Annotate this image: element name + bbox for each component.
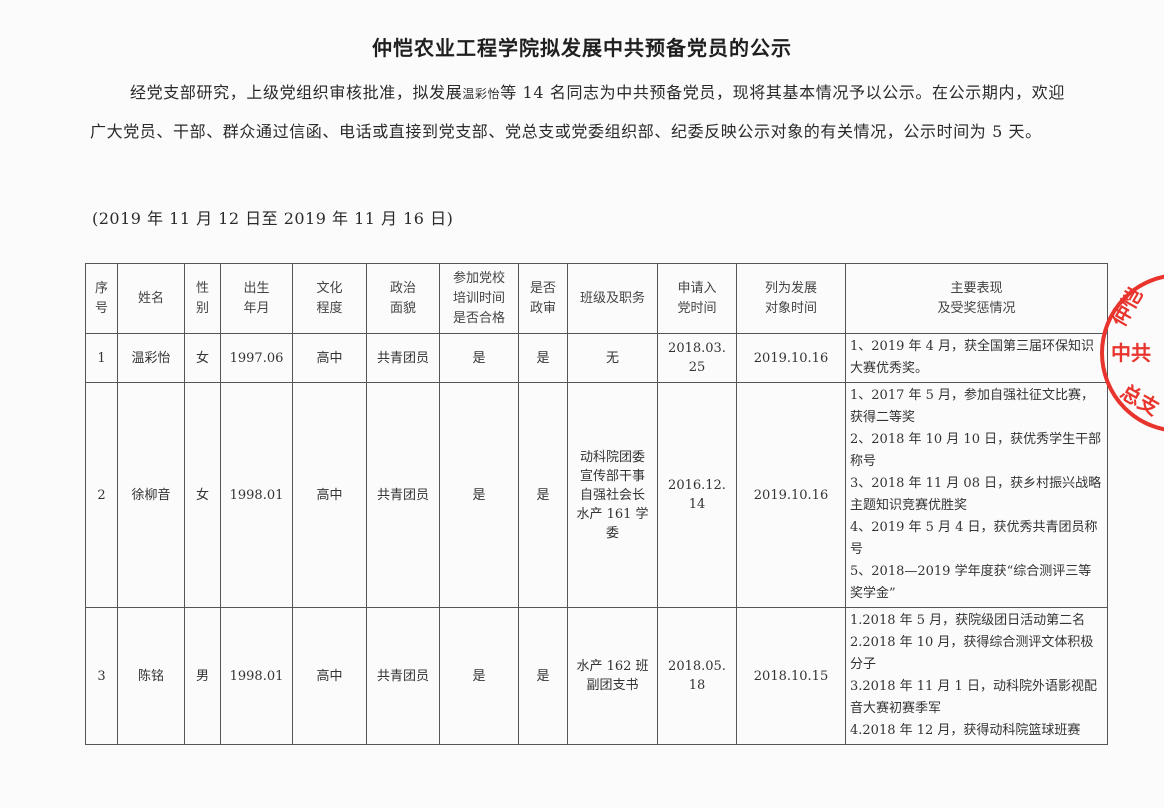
header-political: 政治 面貌	[366, 263, 440, 334]
cell-no: 2	[85, 382, 118, 608]
cell-apply-date: 2018.05. 18	[657, 607, 737, 745]
cell-training: 是	[439, 607, 519, 745]
header-birth: 出生 年月	[220, 263, 293, 334]
cell-awards: 1.2018 年 5 月，获院级团日活动第二名 2.2018 年 10 月，获得…	[845, 607, 1108, 745]
seal-ring	[1100, 274, 1164, 432]
cell-apply-date: 2018.03. 25	[657, 333, 737, 383]
official-seal: 仲恺 中共 总支	[1100, 274, 1164, 432]
cell-birth: 1998.01	[220, 382, 293, 608]
cell-apply-date: 2016.12. 14	[657, 382, 737, 608]
cell-training: 是	[439, 382, 519, 608]
cell-awards: 1、2017 年 5 月，参加自强社征文比赛，获得二等奖 2、2018 年 10…	[845, 382, 1108, 608]
svg-text:中共: 中共	[1111, 341, 1151, 365]
cell-name: 温彩怡	[117, 333, 185, 383]
header-name: 姓名	[117, 263, 185, 334]
cell-name: 陈铭	[117, 607, 185, 745]
cell-review: 是	[518, 607, 568, 745]
header-candidate-date: 列为发展 对象时间	[736, 263, 846, 334]
cell-education: 高中	[292, 607, 367, 745]
cell-position: 水产 162 班 副团支书	[567, 607, 658, 745]
table-row: 3 陈铭 男 1998.01 高中 共青团员 是 是 水产 162 班 副团支书…	[85, 607, 1108, 745]
header-apply-date: 申请入 党时间	[657, 263, 737, 334]
cell-training: 是	[439, 333, 519, 383]
table-row: 1 温彩怡 女 1997.06 高中 共青团员 是 是 无 2018.03. 2…	[85, 333, 1108, 383]
page-title: 仲恺农业工程学院拟发展中共预备党员的公示	[372, 36, 792, 60]
cell-candidate-date: 2019.10.16	[736, 382, 846, 608]
cell-education: 高中	[292, 333, 367, 383]
cell-candidate-date: 2018.10.15	[736, 607, 846, 745]
header-review: 是否 政审	[518, 263, 568, 334]
intro-paragraph: 经党支部研究，上级党组织审核批准，拟发展温彩怡等 14 名同志为中共预备党员，现…	[90, 74, 1065, 150]
table-row: 2 徐柳音 女 1998.01 高中 共青团员 是 是 动科院团委 宣传部干事 …	[85, 382, 1108, 608]
cell-gender: 女	[184, 382, 221, 608]
intro-after: 等 14 名同志为中共预备党员，现将其基本情况予以公示。在公示期内，欢迎广大党员…	[90, 83, 1065, 141]
header-awards: 主要表现 及受奖惩情况	[845, 263, 1108, 334]
intro-before: 经党支部研究，上级党组织审核批准，拟发展	[130, 83, 463, 102]
cell-political: 共青团员	[366, 607, 440, 745]
cell-education: 高中	[292, 382, 367, 608]
cell-political: 共青团员	[366, 382, 440, 608]
header-position: 班级及职务	[567, 263, 658, 334]
header-training: 参加党校 培训时间 是否合格	[439, 263, 519, 334]
cell-gender: 男	[184, 607, 221, 745]
cell-candidate-date: 2019.10.16	[736, 333, 846, 383]
cell-birth: 1997.06	[220, 333, 293, 383]
cell-name: 徐柳音	[117, 382, 185, 608]
cell-gender: 女	[184, 333, 221, 383]
svg-text:仲恺: 仲恺	[1107, 284, 1148, 331]
cell-no: 3	[85, 607, 118, 745]
candidates-table: 序 号 姓名 性 别 出生 年月 文化 程度 政治 面貌 参加党校 培训时间 是…	[85, 263, 1108, 745]
seal-text: 仲恺 中共 总支	[1107, 284, 1164, 421]
cell-review: 是	[518, 333, 568, 383]
header-gender: 性 别	[184, 263, 221, 334]
intro-name: 温彩怡	[462, 87, 501, 101]
header-no: 序 号	[85, 263, 118, 334]
svg-text:总支: 总支	[1117, 380, 1164, 421]
publicity-period: (2019 年 11 月 12 日至 2019 年 11 月 16 日)	[92, 209, 454, 228]
cell-review: 是	[518, 382, 568, 608]
cell-position: 动科院团委 宣传部干事 自强社会长 水产 161 学 委	[567, 382, 658, 608]
cell-political: 共青团员	[366, 333, 440, 383]
cell-position: 无	[567, 333, 658, 383]
cell-birth: 1998.01	[220, 607, 293, 745]
header-education: 文化 程度	[292, 263, 367, 334]
cell-awards: 1、2019 年 4 月，获全国第三届环保知识大赛优秀奖。	[845, 333, 1108, 383]
table-header-row: 序 号 姓名 性 别 出生 年月 文化 程度 政治 面貌 参加党校 培训时间 是…	[85, 263, 1108, 334]
cell-no: 1	[85, 333, 118, 383]
